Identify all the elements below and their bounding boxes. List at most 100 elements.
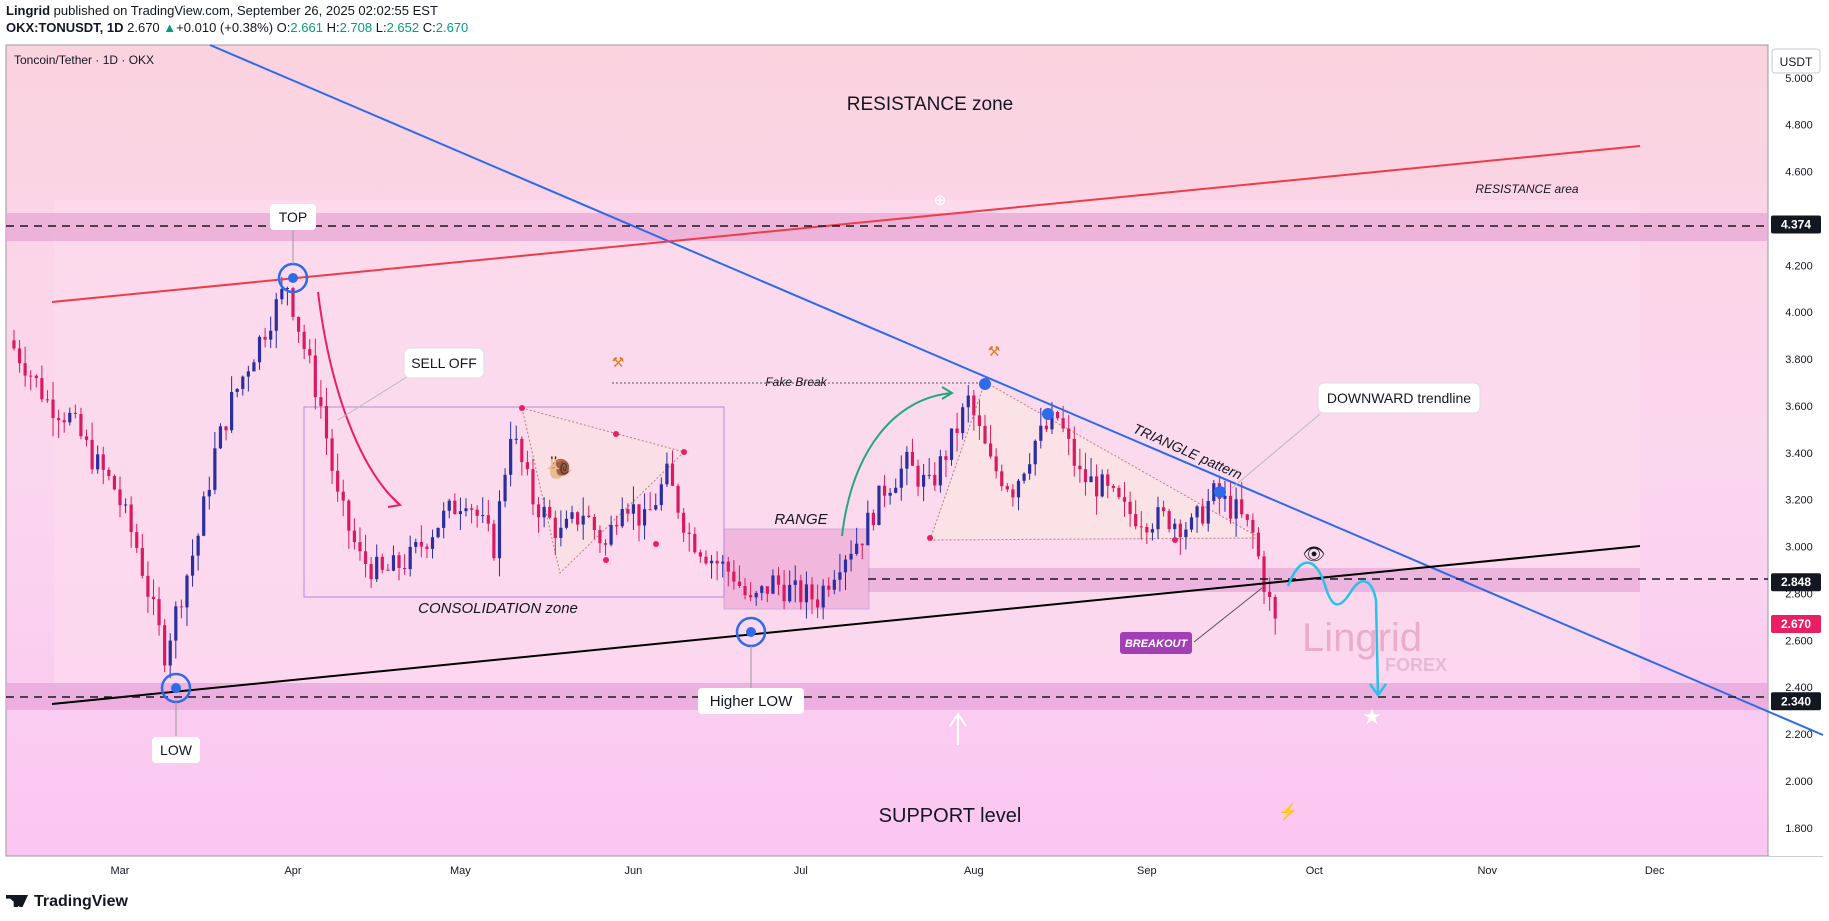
candle-body (693, 533, 697, 553)
candle-body (40, 378, 44, 400)
candle-body (403, 568, 407, 570)
candle-body (910, 451, 915, 466)
candle-body (603, 543, 608, 545)
price-tick: 1.800 (1785, 823, 1813, 835)
downward-trendline[interactable] (209, 44, 1824, 736)
up-arrow-icon: ▲ (163, 20, 177, 35)
projection-path (1286, 561, 1380, 696)
candle-body (12, 340, 16, 349)
candle-body (732, 571, 736, 582)
candle-body (302, 331, 306, 350)
candle-body (972, 395, 976, 416)
candle-body (548, 506, 552, 518)
mid-band (868, 568, 1640, 592)
candle-body (73, 412, 77, 414)
candle-body (1206, 501, 1210, 524)
candle-body (1022, 473, 1026, 481)
candle-body (492, 523, 496, 559)
ohlc-header: OKX:TONUSDT, 1D 2.670 ▲+0.010 (+0.38%) O… (6, 20, 468, 35)
hammer-icon: ⚒ (988, 343, 1001, 359)
candle-body (163, 625, 167, 666)
publisher-name[interactable]: Lingrid (6, 3, 51, 18)
candle-body (637, 504, 641, 526)
candle-body (442, 510, 446, 528)
candle-body (112, 476, 117, 490)
candle-body (129, 504, 133, 533)
tradingview-footer[interactable]: TradingView (6, 893, 128, 911)
lightning-icon[interactable]: ⚡ (1278, 802, 1298, 821)
candle-body (1256, 532, 1261, 557)
candle-body (185, 575, 189, 608)
candle-body (749, 595, 753, 598)
candle-body (263, 336, 267, 340)
candle-body (436, 527, 440, 538)
candle-body (68, 412, 72, 423)
candle-body (1268, 591, 1272, 597)
candle-body (815, 599, 820, 608)
candle-body (648, 509, 652, 511)
candle-body (151, 596, 156, 600)
currency-badge[interactable] (1771, 48, 1821, 74)
trend-touch-3 (1214, 486, 1226, 498)
candle-body (771, 575, 775, 594)
candle-body (419, 542, 423, 547)
candle-body (1000, 471, 1004, 487)
candle-body (196, 535, 200, 556)
candle-body (821, 585, 825, 608)
close-label: C: (422, 20, 436, 35)
snail-icon: 🐌 (546, 455, 573, 480)
candle-body (743, 585, 747, 596)
candle-body (994, 456, 998, 472)
candle-body (1139, 526, 1143, 528)
candle-body (559, 527, 563, 538)
sell-off-arrow-head (387, 496, 403, 508)
symbol-label[interactable]: OKX:TONUSDT, 1D (6, 20, 124, 35)
candle-body (96, 454, 100, 470)
candle-body (1212, 483, 1216, 502)
candle-body (682, 512, 686, 533)
open-label: O: (276, 20, 291, 35)
price-tick: 2.600 (1785, 635, 1813, 647)
candle-body (961, 407, 965, 434)
candle-body (810, 584, 814, 600)
candle-body (799, 580, 803, 603)
candle-body (330, 438, 334, 471)
candle-body (291, 288, 295, 317)
candle-body (587, 515, 591, 518)
candle-body (430, 537, 435, 549)
candle-body (391, 555, 396, 571)
candle-body (1100, 474, 1104, 497)
price-tick: 2.200 (1785, 729, 1813, 741)
low-callout (152, 737, 200, 763)
published-text: published on TradingView.com, September … (53, 3, 438, 18)
candle-body (849, 553, 853, 560)
candle-body (202, 496, 206, 536)
candle-body (1223, 495, 1227, 499)
candle-body (709, 560, 714, 564)
candle-body (235, 388, 239, 392)
candle-body (497, 501, 502, 559)
candle-body (654, 505, 658, 510)
breakout-badge (1120, 632, 1192, 654)
candle-body (570, 512, 574, 519)
candle-body (1134, 514, 1138, 527)
price-labels: 4.374 2.848 2.670 2.340 (1771, 215, 1821, 711)
candle-body (481, 515, 485, 517)
candle-body (285, 288, 290, 290)
candle-body (308, 349, 312, 356)
candle-body (51, 399, 55, 419)
candle-body (1228, 495, 1233, 519)
candle-body (1173, 523, 1177, 530)
candle-body (581, 515, 585, 525)
candle-body (1083, 469, 1088, 483)
rising-support-line[interactable] (51, 545, 1641, 705)
candle-body (1156, 507, 1160, 530)
sell-off-arrow (317, 291, 401, 506)
candle-body (486, 515, 490, 524)
candle-body (269, 330, 273, 340)
higher-low-marker-dot (746, 627, 756, 637)
candle-body (397, 555, 401, 569)
upper-resistance-line[interactable] (51, 145, 1641, 303)
sell-off-callout (403, 347, 485, 379)
